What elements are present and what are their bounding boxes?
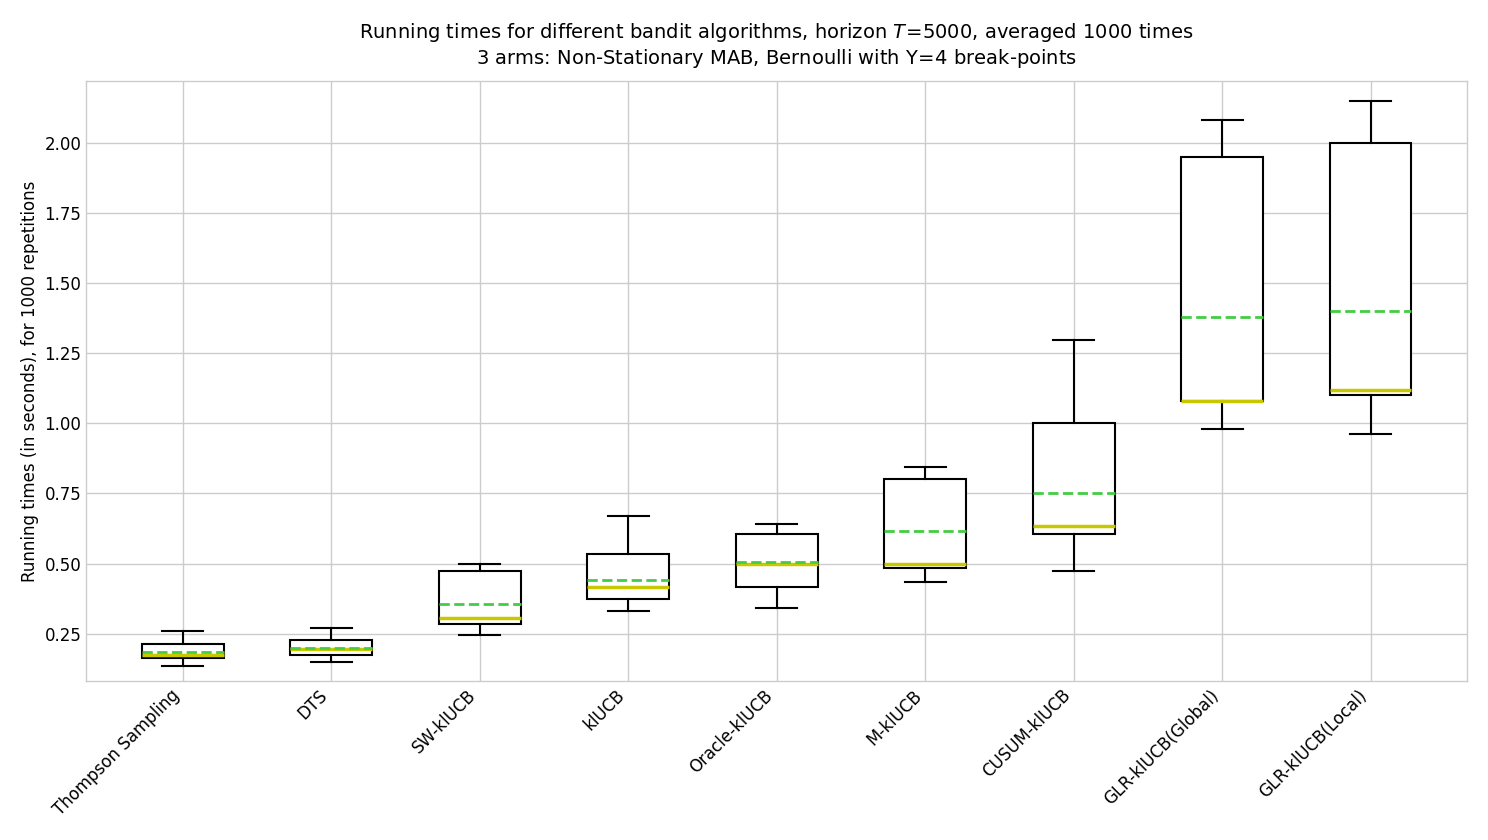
PathPatch shape	[884, 480, 966, 568]
PathPatch shape	[588, 554, 670, 599]
PathPatch shape	[439, 570, 521, 624]
PathPatch shape	[290, 640, 372, 655]
PathPatch shape	[1033, 423, 1115, 534]
PathPatch shape	[737, 534, 817, 587]
Y-axis label: Running times (in seconds), for 1000 repetitions: Running times (in seconds), for 1000 rep…	[21, 181, 39, 582]
PathPatch shape	[1330, 143, 1412, 395]
PathPatch shape	[141, 643, 223, 658]
PathPatch shape	[1181, 157, 1263, 401]
Title: Running times for different bandit algorithms, horizon $T\!=\!5000$, averaged $1: Running times for different bandit algor…	[360, 21, 1193, 71]
